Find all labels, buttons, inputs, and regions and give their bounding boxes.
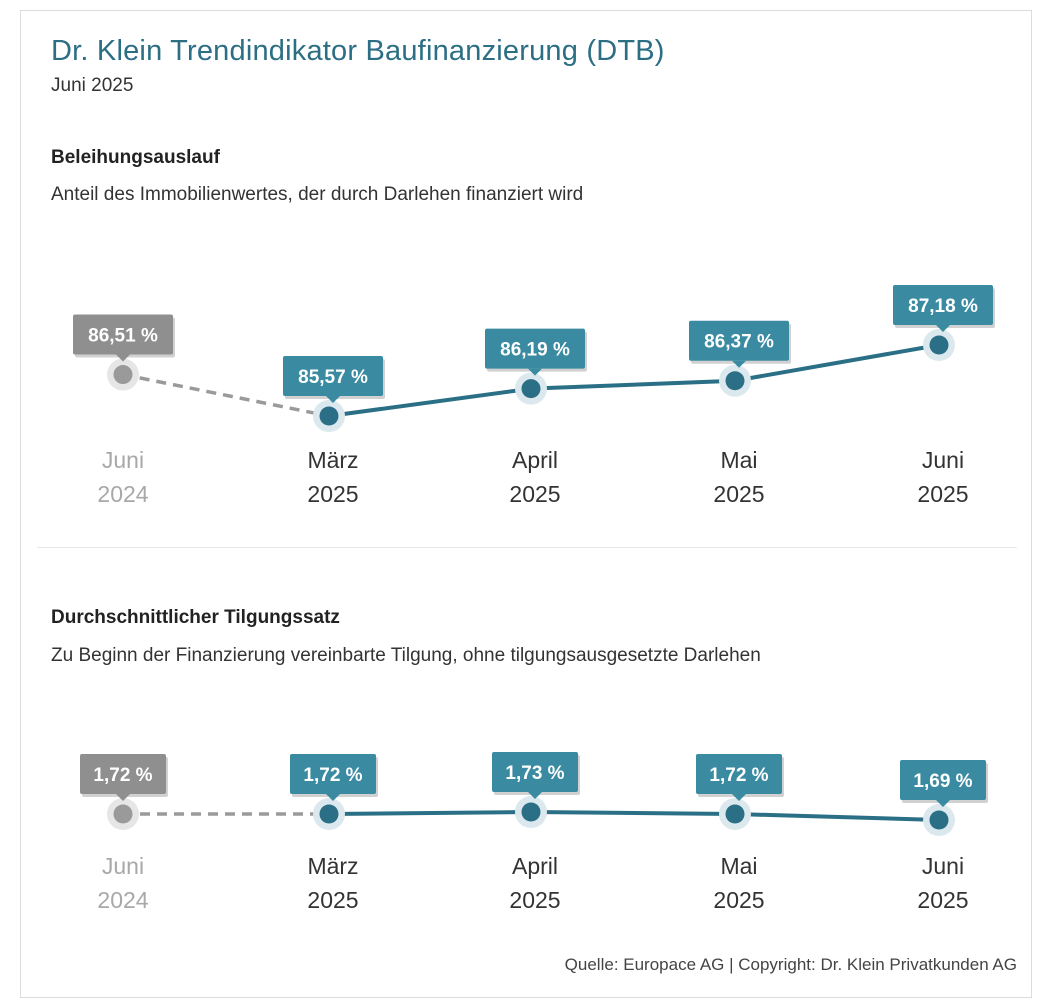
data-point (521, 379, 541, 399)
chart-tilgungssatz: 1,72 % Juni 2024 1,72 % März 2025 1,73 % April 2… (80, 752, 988, 913)
source-footer: Quelle: Europace AG | Copyright: Dr. Kle… (564, 955, 1017, 974)
data-label-text: 86,51 % (88, 326, 158, 347)
data-point (725, 804, 745, 824)
x-tick-label: Juni (922, 447, 964, 473)
x-tick-label: 2025 (917, 481, 968, 507)
data-point (113, 365, 133, 385)
x-tick-label: 2024 (97, 887, 148, 913)
data-point (113, 804, 133, 824)
data-label: 85,57 % (283, 356, 385, 403)
data-point (725, 371, 745, 391)
x-tick-label: Mai (720, 447, 757, 473)
x-tick-label: 2025 (509, 481, 560, 507)
data-label-text: 86,19 % (500, 340, 570, 361)
page-title: Dr. Klein Trendindikator Baufinanzierung… (51, 35, 665, 67)
data-label: 1,72 % (80, 754, 168, 801)
data-label-text: 87,18 % (908, 296, 978, 317)
data-point (319, 406, 339, 426)
data-label-text: 1,72 % (93, 765, 152, 786)
x-tick-label: April (512, 853, 558, 879)
series-line (328, 343, 940, 418)
chart-beleihungsauslauf: 86,51 % Juni 2024 85,57 % März 2025 86,19 % Apr… (73, 285, 995, 507)
data-label: 1,73 % (492, 752, 580, 799)
chart2-title: Durchschnittlicher Tilgungssatz (51, 607, 340, 628)
data-label: 1,72 % (696, 754, 784, 801)
x-tick-label: 2025 (917, 887, 968, 913)
x-tick-label: 2025 (713, 887, 764, 913)
x-tick-label: Juni (922, 853, 964, 879)
x-tick-label: 2024 (97, 481, 148, 507)
data-label: 87,18 % (893, 285, 995, 332)
x-tick-label: 2025 (713, 481, 764, 507)
data-label: 1,69 % (900, 760, 988, 807)
data-point (319, 804, 339, 824)
x-tick-label: 2025 (307, 887, 358, 913)
data-point (521, 802, 541, 822)
data-label-text: 1,73 % (505, 763, 564, 784)
x-tick-label: Juni (102, 447, 144, 473)
x-tick-label: 2025 (307, 481, 358, 507)
x-tick-label: Mai (720, 853, 757, 879)
data-label: 86,37 % (689, 320, 791, 368)
data-label: 86,19 % (485, 328, 587, 376)
section-divider (37, 547, 1017, 548)
chart2-subtitle: Zu Beginn der Finanzierung vereinbarte T… (51, 645, 761, 666)
data-label-text: 1,69 % (913, 771, 972, 792)
x-tick-label: März (307, 853, 358, 879)
x-tick-label: Juni (102, 853, 144, 879)
data-point (929, 335, 949, 355)
x-tick-label: 2025 (509, 887, 560, 913)
x-tick-label: März (307, 447, 358, 473)
data-label-text: 1,72 % (303, 765, 362, 786)
data-label: 1,72 % (290, 754, 378, 801)
data-label-text: 1,72 % (709, 765, 768, 786)
past-connector-line (122, 372, 330, 418)
data-point (929, 810, 949, 830)
infographic-card: Dr. Klein Trendindikator Baufinanzierung… (20, 10, 1032, 998)
x-tick-label: April (512, 447, 558, 473)
chart1-title: Beleihungsauslauf (51, 147, 220, 168)
data-label-text: 86,37 % (704, 332, 774, 353)
data-label-text: 85,57 % (298, 367, 368, 388)
data-label: 86,51 % (73, 314, 175, 362)
page-subtitle: Juni 2025 (51, 75, 134, 96)
chart1-subtitle: Anteil des Immobilienwertes, der durch D… (51, 184, 584, 205)
series-line (328, 810, 940, 822)
